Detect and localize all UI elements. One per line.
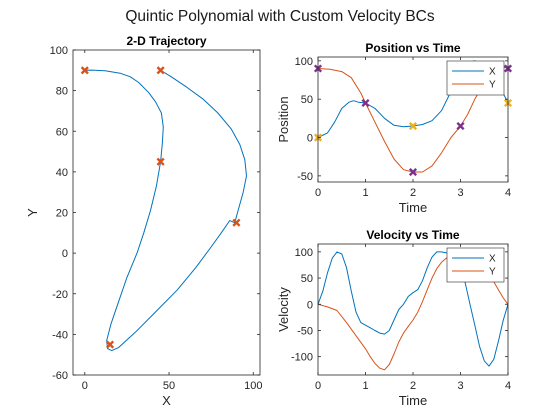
velocity-axes: 0 1 2 3 4 -100 -50 0 50 100 Velocity vs Time Time Ve… xyxy=(276,228,511,408)
trajectory-ytick-label-4: 20 xyxy=(56,208,68,220)
position-xtick-label-3: 3 xyxy=(457,187,463,199)
position-legend-label-0: X xyxy=(489,67,496,78)
position-xlabel: Time xyxy=(399,200,427,215)
position-marker-3-1 xyxy=(408,121,418,131)
trajectory-xtick-label-1: 50 xyxy=(163,380,175,392)
trajectory-ytick-label-1: -40 xyxy=(52,329,68,341)
trajectory-marker-1-3 xyxy=(232,218,241,227)
position-marker-2-3 xyxy=(456,121,465,131)
trajectory-marker-1-2 xyxy=(156,157,165,166)
velocity-ytick-label-2: 0 xyxy=(307,299,313,311)
trajectory-ytick-label-8: 100 xyxy=(50,45,68,57)
velocity-title: Velocity vs Time xyxy=(366,228,459,242)
position-ylabel: Position xyxy=(276,96,291,142)
position-legend-box xyxy=(446,60,505,96)
position-legend-label-1: Y xyxy=(489,80,496,91)
trajectory-axes-box xyxy=(72,49,261,376)
velocity-ytick-label-3: 50 xyxy=(301,273,313,285)
trajectory-axes: 0 50 100 -60 -40 -20 0 20 40 60 80 100 2-D Trajector… xyxy=(25,34,262,408)
velocity-legend-label-1: Y xyxy=(489,267,496,278)
position-xtick-label-1: 1 xyxy=(362,187,368,199)
position-xtick-label-0: 0 xyxy=(315,187,321,199)
velocity-xtick-label-3: 3 xyxy=(457,380,463,392)
velocity-ytick-label-0: -100 xyxy=(291,352,313,364)
position-xtick-label-2: 2 xyxy=(410,187,416,199)
trajectory-xlabel: X xyxy=(162,393,171,408)
position-marker-2-2 xyxy=(408,167,418,177)
position-ytick-label-2: 50 xyxy=(301,94,313,106)
trajectory-ytick-label-2: -20 xyxy=(52,289,68,301)
trajectory-series-line-0 xyxy=(84,69,247,352)
trajectory-xtick-label-0: 0 xyxy=(82,380,88,392)
velocity-xtick-label-1: 1 xyxy=(362,380,368,392)
position-ytick-label-0: -50 xyxy=(297,171,313,183)
trajectory-title: 2-D Trajectory xyxy=(126,34,206,48)
velocity-xtick-label-4: 4 xyxy=(505,380,511,392)
trajectory-marker-1-4 xyxy=(106,340,115,349)
trajectory-ytick-label-5: 40 xyxy=(56,167,68,179)
figure-title: Quintic Polynomial with Custom Velocity … xyxy=(125,8,435,25)
trajectory-xtick-label-2: 100 xyxy=(244,380,262,392)
trajectory-ylabel: Y xyxy=(25,208,40,217)
trajectory-ytick-label-0: -60 xyxy=(52,370,68,382)
trajectory-ytick-label-3: 0 xyxy=(62,248,68,260)
velocity-legend-label-0: X xyxy=(489,254,496,265)
velocity-xtick-label-2: 2 xyxy=(410,380,416,392)
velocity-series-line-0 xyxy=(317,251,509,367)
position-ytick-label-3: 100 xyxy=(295,56,313,68)
trajectory-ytick-label-6: 60 xyxy=(56,126,68,138)
trajectory-marker-1-0 xyxy=(80,66,89,75)
velocity-xtick-label-0: 0 xyxy=(315,380,321,392)
position-marker-2-1 xyxy=(361,98,370,108)
velocity-ylabel: Velocity xyxy=(276,287,291,332)
velocity-xlabel: Time xyxy=(399,393,427,408)
position-ytick-label-1: 0 xyxy=(307,133,313,145)
trajectory-marker-1-1 xyxy=(156,66,165,75)
velocity-legend-box xyxy=(446,247,505,283)
velocity-ytick-label-4: 100 xyxy=(295,247,313,259)
position-title: Position vs Time xyxy=(365,41,460,55)
trajectory-ytick-label-7: 80 xyxy=(56,86,68,98)
position-xtick-label-4: 4 xyxy=(505,187,511,199)
velocity-ytick-label-1: -50 xyxy=(297,325,313,337)
